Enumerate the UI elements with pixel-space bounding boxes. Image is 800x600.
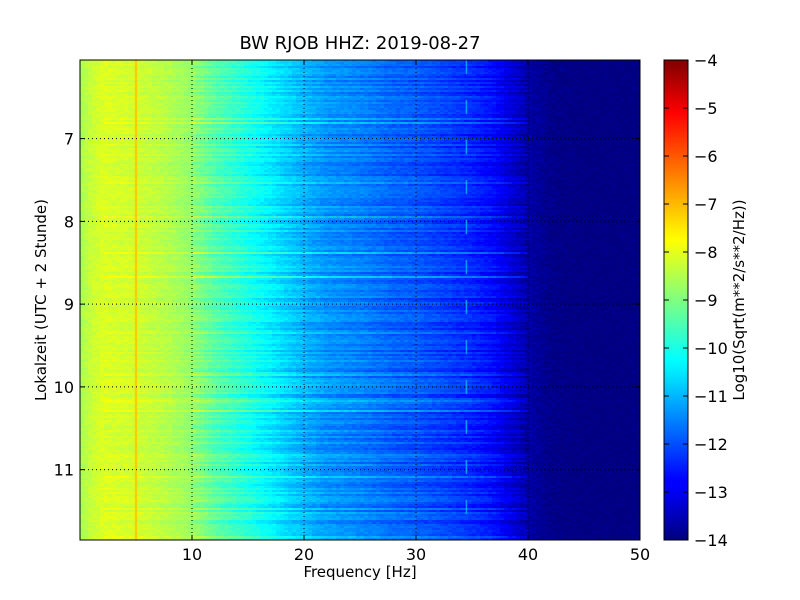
- spectrogram-heatmap: [80, 60, 641, 541]
- chart-title: BW RJOB HHZ: 2019-08-27: [239, 33, 480, 54]
